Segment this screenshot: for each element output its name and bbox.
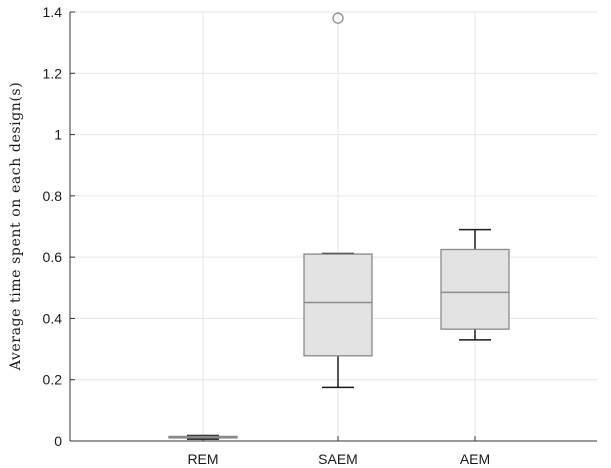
y-tick-label: 1.4 xyxy=(43,4,63,20)
grid-lines xyxy=(70,11,597,441)
y-tick-label: 0 xyxy=(54,433,62,449)
box-rem xyxy=(168,434,238,440)
x-tick-label: SAEM xyxy=(318,451,358,467)
box-aem xyxy=(440,228,510,341)
y-tick-label: 1 xyxy=(54,127,62,143)
x-tick-label: REM xyxy=(187,451,218,467)
outlier-point xyxy=(332,12,344,24)
y-tick-label: 0.6 xyxy=(43,249,63,265)
tick-labels: 0 0.2 0.4 0.6 0.8 1 1.2 1.4 REM SAEM AEM xyxy=(43,4,491,467)
y-tick-label: 0.4 xyxy=(43,310,63,326)
box-iqr xyxy=(440,248,510,330)
y-tick-label: 1.2 xyxy=(43,65,63,81)
x-tick-label: AEM xyxy=(460,451,490,467)
boxes xyxy=(168,12,510,440)
y-axis-label: Average time spent on each design(s) xyxy=(8,82,24,372)
box-saem xyxy=(303,12,373,389)
y-tick-label: 0.8 xyxy=(43,188,63,204)
box-iqr xyxy=(303,253,373,357)
y-tick-label: 0.2 xyxy=(43,372,63,388)
axes xyxy=(69,11,597,442)
